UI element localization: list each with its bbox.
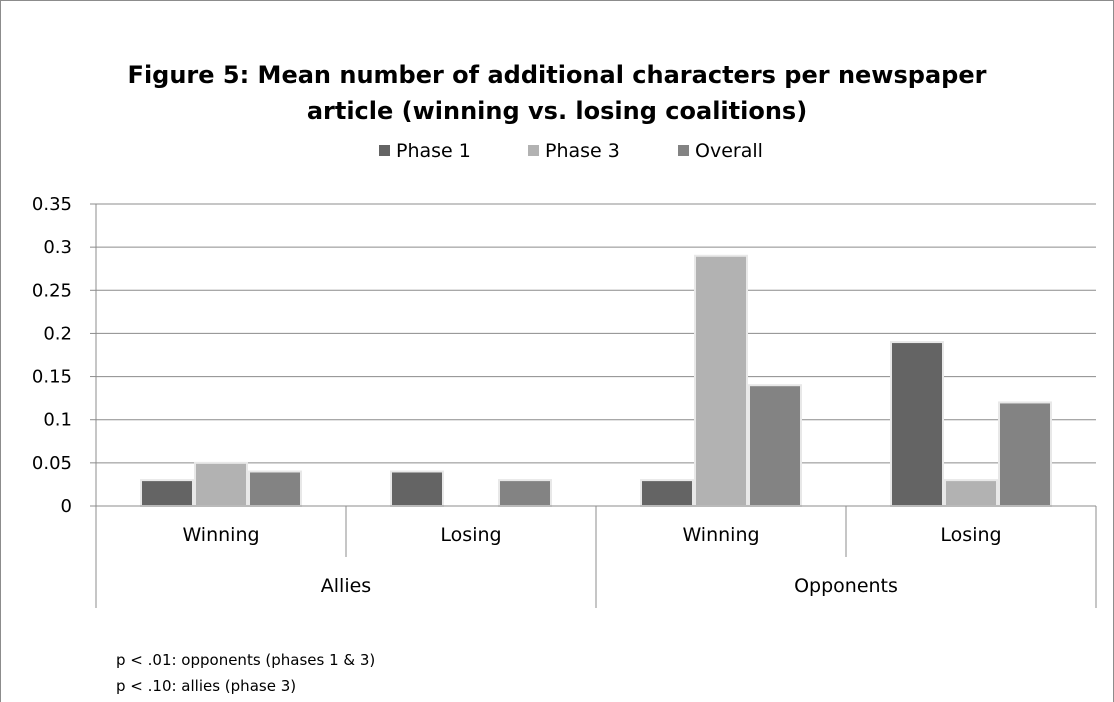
x-category-label: Losing <box>940 524 1001 546</box>
y-axis-ticks: 0 0.05 0.1 0.15 0.2 0.25 0.3 0.35 <box>32 194 97 517</box>
legend-swatch <box>528 145 539 156</box>
bar <box>390 470 444 508</box>
chart-title-line-2: article (winning vs. losing coalitions) <box>307 97 807 125</box>
bar <box>890 341 944 507</box>
legend: Phase 1 Phase 3 Overall <box>379 140 763 162</box>
bar <box>944 479 998 508</box>
x-category-label: Winning <box>182 524 259 546</box>
legend-label: Overall <box>695 140 763 162</box>
chart-title-line-1: Figure 5: Mean number of additional char… <box>128 61 987 89</box>
y-tick-label: 0.15 <box>32 367 72 388</box>
bar <box>140 479 194 508</box>
y-tick-label: 0.35 <box>32 194 72 215</box>
x-group-label: Allies <box>321 575 371 597</box>
bars <box>140 254 1052 508</box>
bar <box>748 384 802 508</box>
bar <box>998 401 1052 508</box>
x-group-label: Opponents <box>794 575 898 597</box>
y-tick-label: 0.2 <box>43 323 72 344</box>
y-tick-label: 0 <box>61 496 72 517</box>
bar <box>194 461 248 508</box>
legend-swatch <box>379 145 390 156</box>
y-tick-label: 0.25 <box>32 280 72 301</box>
footnote-2: p < .10: allies (phase 3) <box>116 677 296 695</box>
x-category-label: Losing <box>440 524 501 546</box>
x-axis: Winning Losing Allies Winning Losing Opponent… <box>95 505 1097 608</box>
legend-label: Phase 1 <box>396 140 471 162</box>
footnote-1: p < .01: opponents (phases 1 & 3) <box>116 651 375 669</box>
bar <box>248 470 302 508</box>
y-tick-label: 0.1 <box>43 410 72 431</box>
legend-label: Phase 3 <box>545 140 620 162</box>
bar <box>640 479 694 508</box>
bar <box>694 254 748 507</box>
y-tick-label: 0.05 <box>32 453 72 474</box>
gridlines <box>96 203 1096 507</box>
bar <box>498 479 552 508</box>
x-category-label: Winning <box>682 524 759 546</box>
y-tick-label: 0.3 <box>43 237 72 258</box>
legend-swatch <box>678 145 689 156</box>
